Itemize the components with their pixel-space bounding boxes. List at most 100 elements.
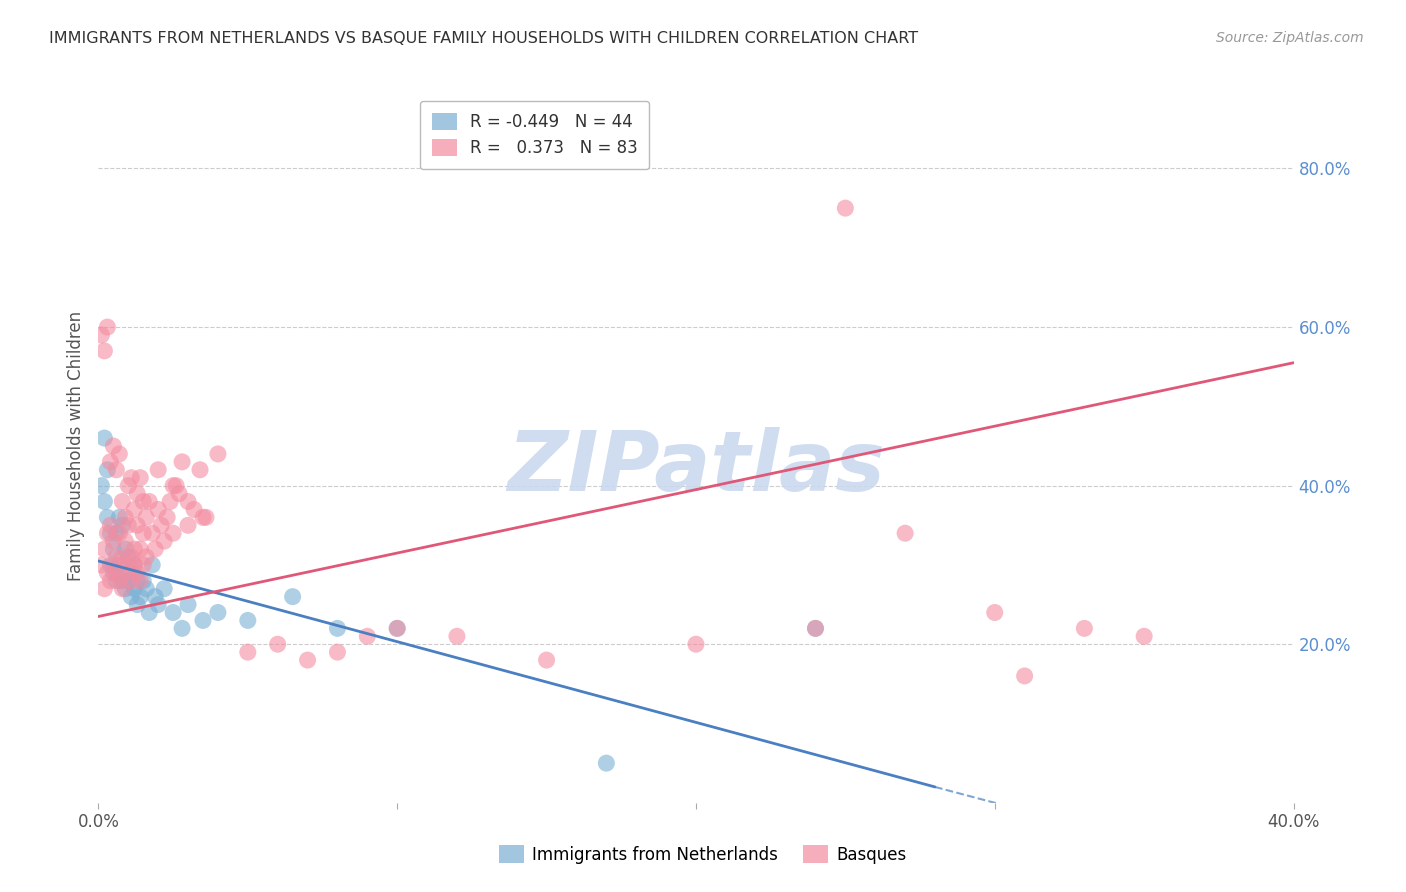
Point	[162, 526, 184, 541]
Point	[96, 463, 118, 477]
Point	[132, 558, 155, 572]
Point	[195, 510, 218, 524]
Point	[93, 494, 115, 508]
Point	[132, 574, 155, 588]
Y-axis label: Family Households with Children: Family Households with Children	[66, 311, 84, 581]
Point	[148, 598, 170, 612]
Point	[236, 645, 259, 659]
Point	[120, 566, 142, 580]
Point	[129, 471, 152, 485]
Text: ZIPatlas: ZIPatlas	[508, 427, 884, 508]
Point	[297, 653, 319, 667]
Point	[96, 510, 118, 524]
Text: Source: ZipAtlas.com: Source: ZipAtlas.com	[1216, 31, 1364, 45]
Point	[191, 614, 214, 628]
Point	[165, 478, 187, 492]
Point	[385, 621, 409, 635]
Point	[93, 343, 115, 358]
Point	[894, 526, 917, 541]
Point	[153, 534, 176, 549]
Point	[129, 574, 152, 588]
Point	[135, 510, 157, 524]
Point	[111, 549, 134, 564]
Point	[162, 478, 184, 492]
Point	[162, 606, 184, 620]
Point	[135, 582, 157, 596]
Point	[103, 542, 125, 557]
Point	[105, 549, 128, 564]
Point	[159, 494, 181, 508]
Point	[111, 494, 134, 508]
Point	[326, 645, 349, 659]
Point	[446, 629, 468, 643]
Point	[93, 542, 115, 557]
Point	[108, 526, 131, 541]
Point	[141, 526, 163, 541]
Point	[183, 502, 205, 516]
Point	[153, 582, 176, 596]
Point	[177, 494, 200, 508]
Point	[141, 558, 163, 572]
Point	[124, 582, 146, 596]
Point	[98, 455, 122, 469]
Point	[124, 558, 146, 572]
Point	[172, 621, 194, 635]
Point	[281, 590, 304, 604]
Point	[90, 558, 112, 572]
Point	[127, 598, 149, 612]
Point	[108, 558, 131, 572]
Point	[135, 549, 157, 564]
Point	[150, 518, 173, 533]
Point	[172, 455, 194, 469]
Point	[120, 471, 142, 485]
Point	[108, 510, 131, 524]
Point	[114, 534, 136, 549]
Point	[114, 582, 136, 596]
Point	[98, 518, 122, 533]
Point	[111, 518, 134, 533]
Point	[143, 590, 166, 604]
Point	[90, 478, 112, 492]
Point	[103, 534, 125, 549]
Point	[188, 463, 211, 477]
Point	[127, 518, 149, 533]
Point	[143, 542, 166, 557]
Point	[117, 478, 139, 492]
Point	[127, 566, 149, 580]
Point	[96, 320, 118, 334]
Point	[103, 558, 125, 572]
Point	[93, 431, 115, 445]
Point	[111, 574, 134, 588]
Point	[114, 566, 136, 580]
Point	[191, 510, 214, 524]
Point	[114, 510, 136, 524]
Point	[156, 510, 179, 524]
Legend: R = -0.449   N = 44, R =   0.373   N = 83: R = -0.449 N = 44, R = 0.373 N = 83	[420, 101, 650, 169]
Point	[98, 574, 122, 588]
Point	[117, 549, 139, 564]
Point	[124, 542, 146, 557]
Point	[148, 502, 170, 516]
Point	[1133, 629, 1156, 643]
Point	[127, 486, 149, 500]
Point	[236, 614, 259, 628]
Point	[103, 439, 125, 453]
Point	[96, 526, 118, 541]
Point	[105, 463, 128, 477]
Point	[127, 574, 149, 588]
Point	[834, 201, 856, 215]
Point	[804, 621, 827, 635]
Point	[114, 542, 136, 557]
Point	[108, 574, 131, 588]
Point	[129, 542, 152, 557]
Point	[356, 629, 378, 643]
Point	[117, 558, 139, 572]
Point	[804, 621, 827, 635]
Point	[96, 566, 118, 580]
Point	[138, 606, 160, 620]
Point	[1014, 669, 1036, 683]
Point	[117, 518, 139, 533]
Point	[167, 486, 190, 500]
Point	[207, 606, 229, 620]
Legend: Immigrants from Netherlands, Basques: Immigrants from Netherlands, Basques	[492, 838, 914, 871]
